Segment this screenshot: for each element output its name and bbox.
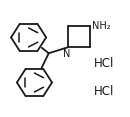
Text: HCl: HCl (94, 85, 114, 98)
Text: NH₂: NH₂ (92, 21, 110, 31)
Text: HCl: HCl (94, 57, 114, 70)
Text: N: N (63, 49, 71, 58)
